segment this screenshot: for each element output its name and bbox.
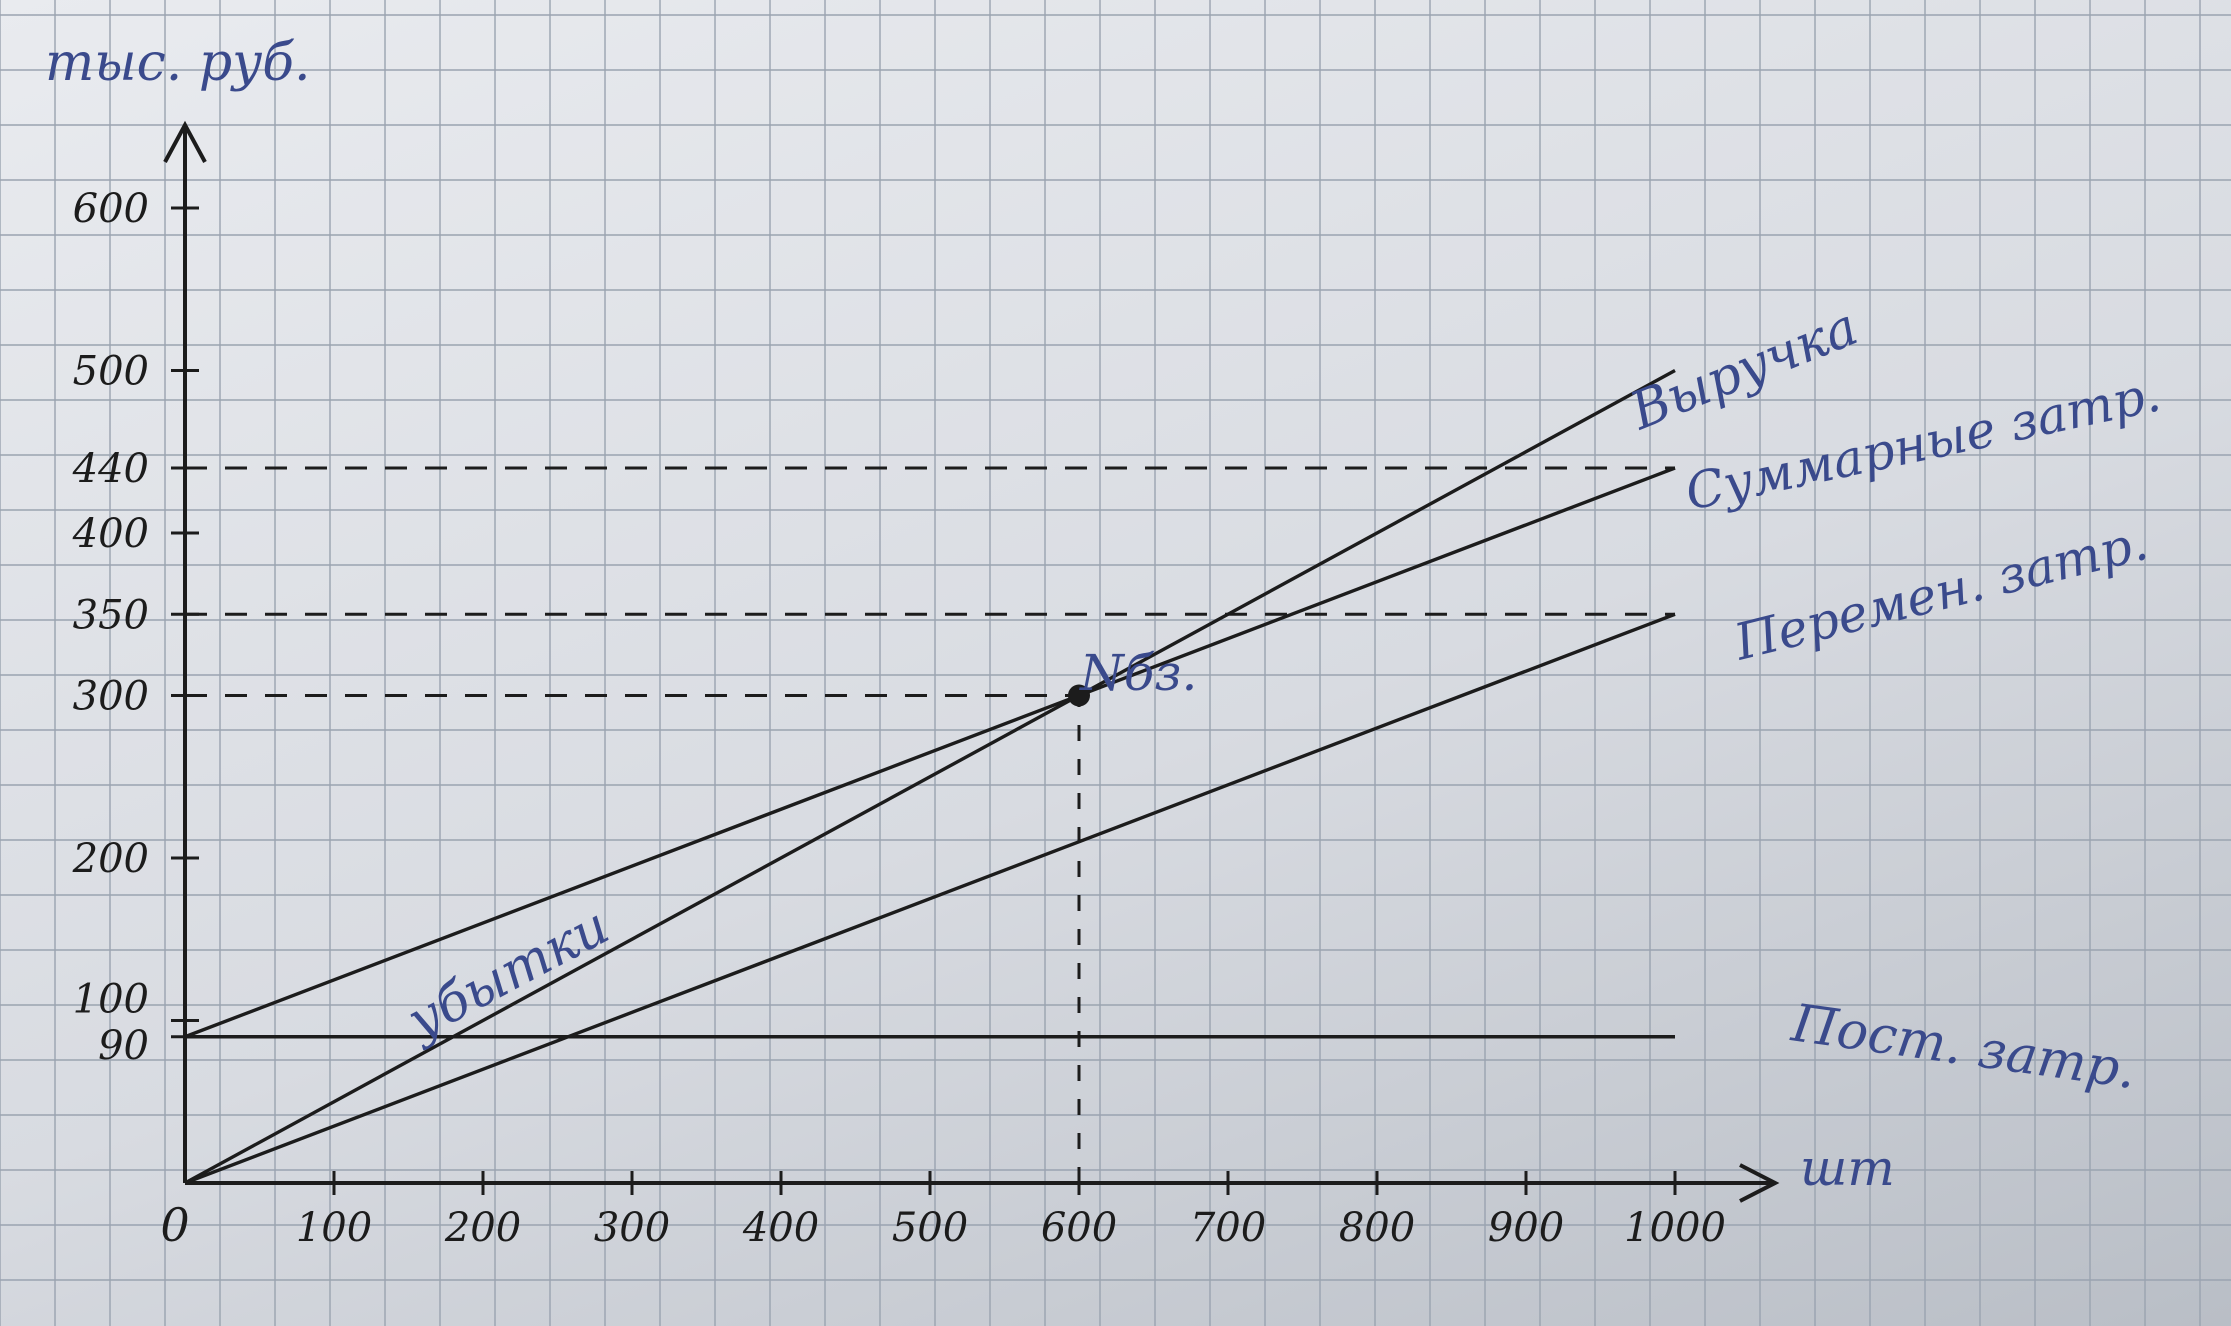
y-tick-label: 200 xyxy=(72,836,149,882)
y-axis-label: тыс. руб. xyxy=(45,33,311,93)
y-tick-label: 500 xyxy=(73,349,149,395)
break-even-label: Nбз. xyxy=(1079,644,1197,702)
tick-labels: 0 100 200 300 400 500 600 700 800 900 100090100200… xyxy=(72,186,1726,1252)
x-tick-label: 900 xyxy=(1488,1205,1564,1251)
reference-lines xyxy=(185,466,1675,1183)
y-tick-label: 90 xyxy=(98,1023,149,1069)
y-tick-label: 350 xyxy=(73,592,149,638)
x-tick-label: 0 xyxy=(160,1198,189,1252)
y-tick-label: 400 xyxy=(72,511,149,557)
y-axis-arrow xyxy=(163,120,207,163)
x-tick-label: 100 xyxy=(296,1205,372,1251)
series-line-total-costs xyxy=(184,466,1676,1039)
y-tick-label: 440 xyxy=(72,446,149,492)
series-line-variable-costs xyxy=(184,612,1676,1185)
x-tick-label: 600 xyxy=(1041,1205,1117,1251)
axes xyxy=(163,120,1780,1203)
x-axis-label: шт xyxy=(1800,1139,1895,1197)
x-tick-label: 700 xyxy=(1190,1205,1266,1251)
break-even-point xyxy=(1068,684,1090,707)
x-tick-label: 400 xyxy=(742,1205,819,1251)
x-tick-label: 300 xyxy=(594,1205,670,1251)
x-tick-label: 800 xyxy=(1339,1205,1415,1251)
x-tick-label: 200 xyxy=(444,1205,521,1251)
y-tick-label: 100 xyxy=(73,977,149,1023)
x-axis-arrow xyxy=(1739,1163,1780,1203)
y-tick-label: 600 xyxy=(73,186,149,232)
series-line-revenue xyxy=(184,369,1676,1185)
series-label-revenue: Выручка xyxy=(1621,297,1865,442)
x-tick-label: 1000 xyxy=(1624,1205,1726,1251)
series-label-fixed-costs: Пост. затр. xyxy=(1787,993,2140,1101)
y-tick-label: 300 xyxy=(73,674,149,720)
x-tick-label: 500 xyxy=(892,1205,968,1251)
series-lines xyxy=(184,369,1676,1185)
